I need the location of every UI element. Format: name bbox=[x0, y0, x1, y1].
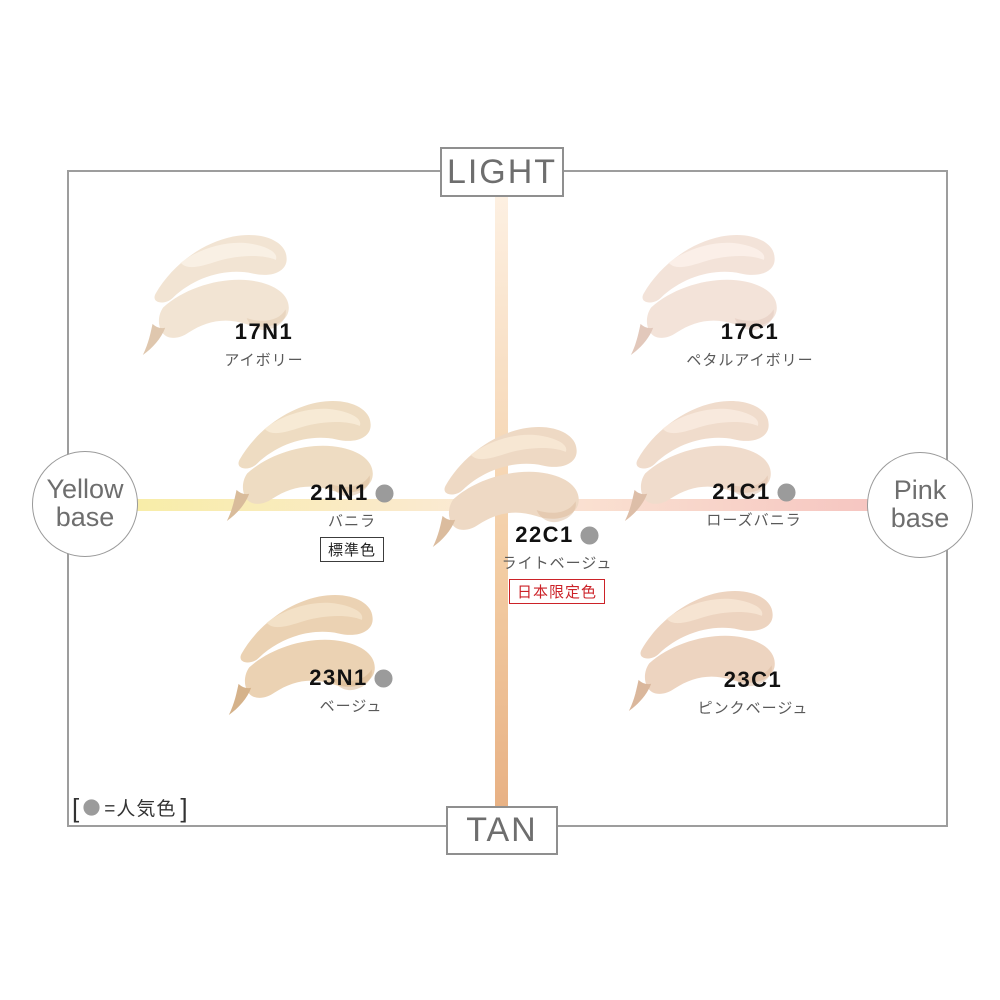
popular-dot-icon bbox=[83, 799, 100, 816]
popular-dot-icon bbox=[580, 525, 599, 545]
shade-label-23n1: 23N1 ベージュ bbox=[271, 665, 431, 716]
shade-name: ライトベージュ bbox=[501, 555, 613, 572]
light-label-text: LIGHT bbox=[446, 152, 558, 191]
shade-name: ローズバニラ bbox=[706, 512, 802, 529]
axis-label-pink-base: Pink base bbox=[867, 452, 973, 558]
shade-code: 22C1 bbox=[515, 522, 574, 547]
shade-label-22c1: 22C1 ライトベージュ 日本限定色 bbox=[477, 522, 637, 604]
shade-code: 23C1 bbox=[723, 667, 783, 692]
yellow-base-line1: Yellow bbox=[46, 474, 124, 505]
tan-label-text: TAN bbox=[466, 811, 538, 849]
popular-color-legend: [ =人気色 ] bbox=[72, 794, 188, 821]
pink-base-line1: Pink bbox=[893, 475, 947, 506]
japan-limited-tag: 日本限定色 bbox=[508, 579, 605, 604]
pink-base-line2: base bbox=[890, 503, 950, 533]
legend-open-bracket: [ bbox=[72, 792, 80, 823]
shade-label-21n1: 21N1 バニラ 標準色 bbox=[272, 480, 432, 562]
axis-label-yellow-base: Yellow base bbox=[32, 451, 138, 557]
shade-label-17n1: 17N1 アイボリー bbox=[184, 319, 344, 370]
standard-color-tag: 標準色 bbox=[319, 537, 384, 562]
shade-label-23c1: 23C1 ピンクベージュ bbox=[673, 667, 833, 718]
axis-label-light: LIGHT bbox=[440, 147, 564, 197]
shade-name: ベージュ bbox=[319, 698, 383, 715]
shade-code: 23N1 bbox=[309, 665, 368, 690]
legend-close-bracket: ] bbox=[180, 792, 188, 823]
shade-name: アイボリー bbox=[224, 352, 304, 369]
shade-code: 21N1 bbox=[310, 480, 369, 505]
shade-name: ペタルアイボリー bbox=[686, 352, 814, 369]
popular-dot-icon bbox=[777, 482, 796, 502]
shade-code: 17C1 bbox=[720, 319, 780, 344]
shade-label-21c1: 21C1 ローズバニラ bbox=[674, 479, 834, 530]
shade-code: 17N1 bbox=[234, 319, 294, 344]
shade-code: 21C1 bbox=[712, 479, 771, 504]
axis-label-tan: TAN bbox=[446, 806, 558, 855]
shade-label-17c1: 17C1 ペタルアイボリー bbox=[670, 319, 830, 370]
popular-dot-icon bbox=[374, 668, 393, 688]
shade-name: ピンクベージュ bbox=[697, 700, 809, 717]
shade-name: バニラ bbox=[327, 513, 376, 530]
popular-dot-icon bbox=[375, 483, 394, 503]
yellow-base-line2: base bbox=[55, 502, 115, 532]
legend-text: =人気色 bbox=[104, 799, 177, 820]
